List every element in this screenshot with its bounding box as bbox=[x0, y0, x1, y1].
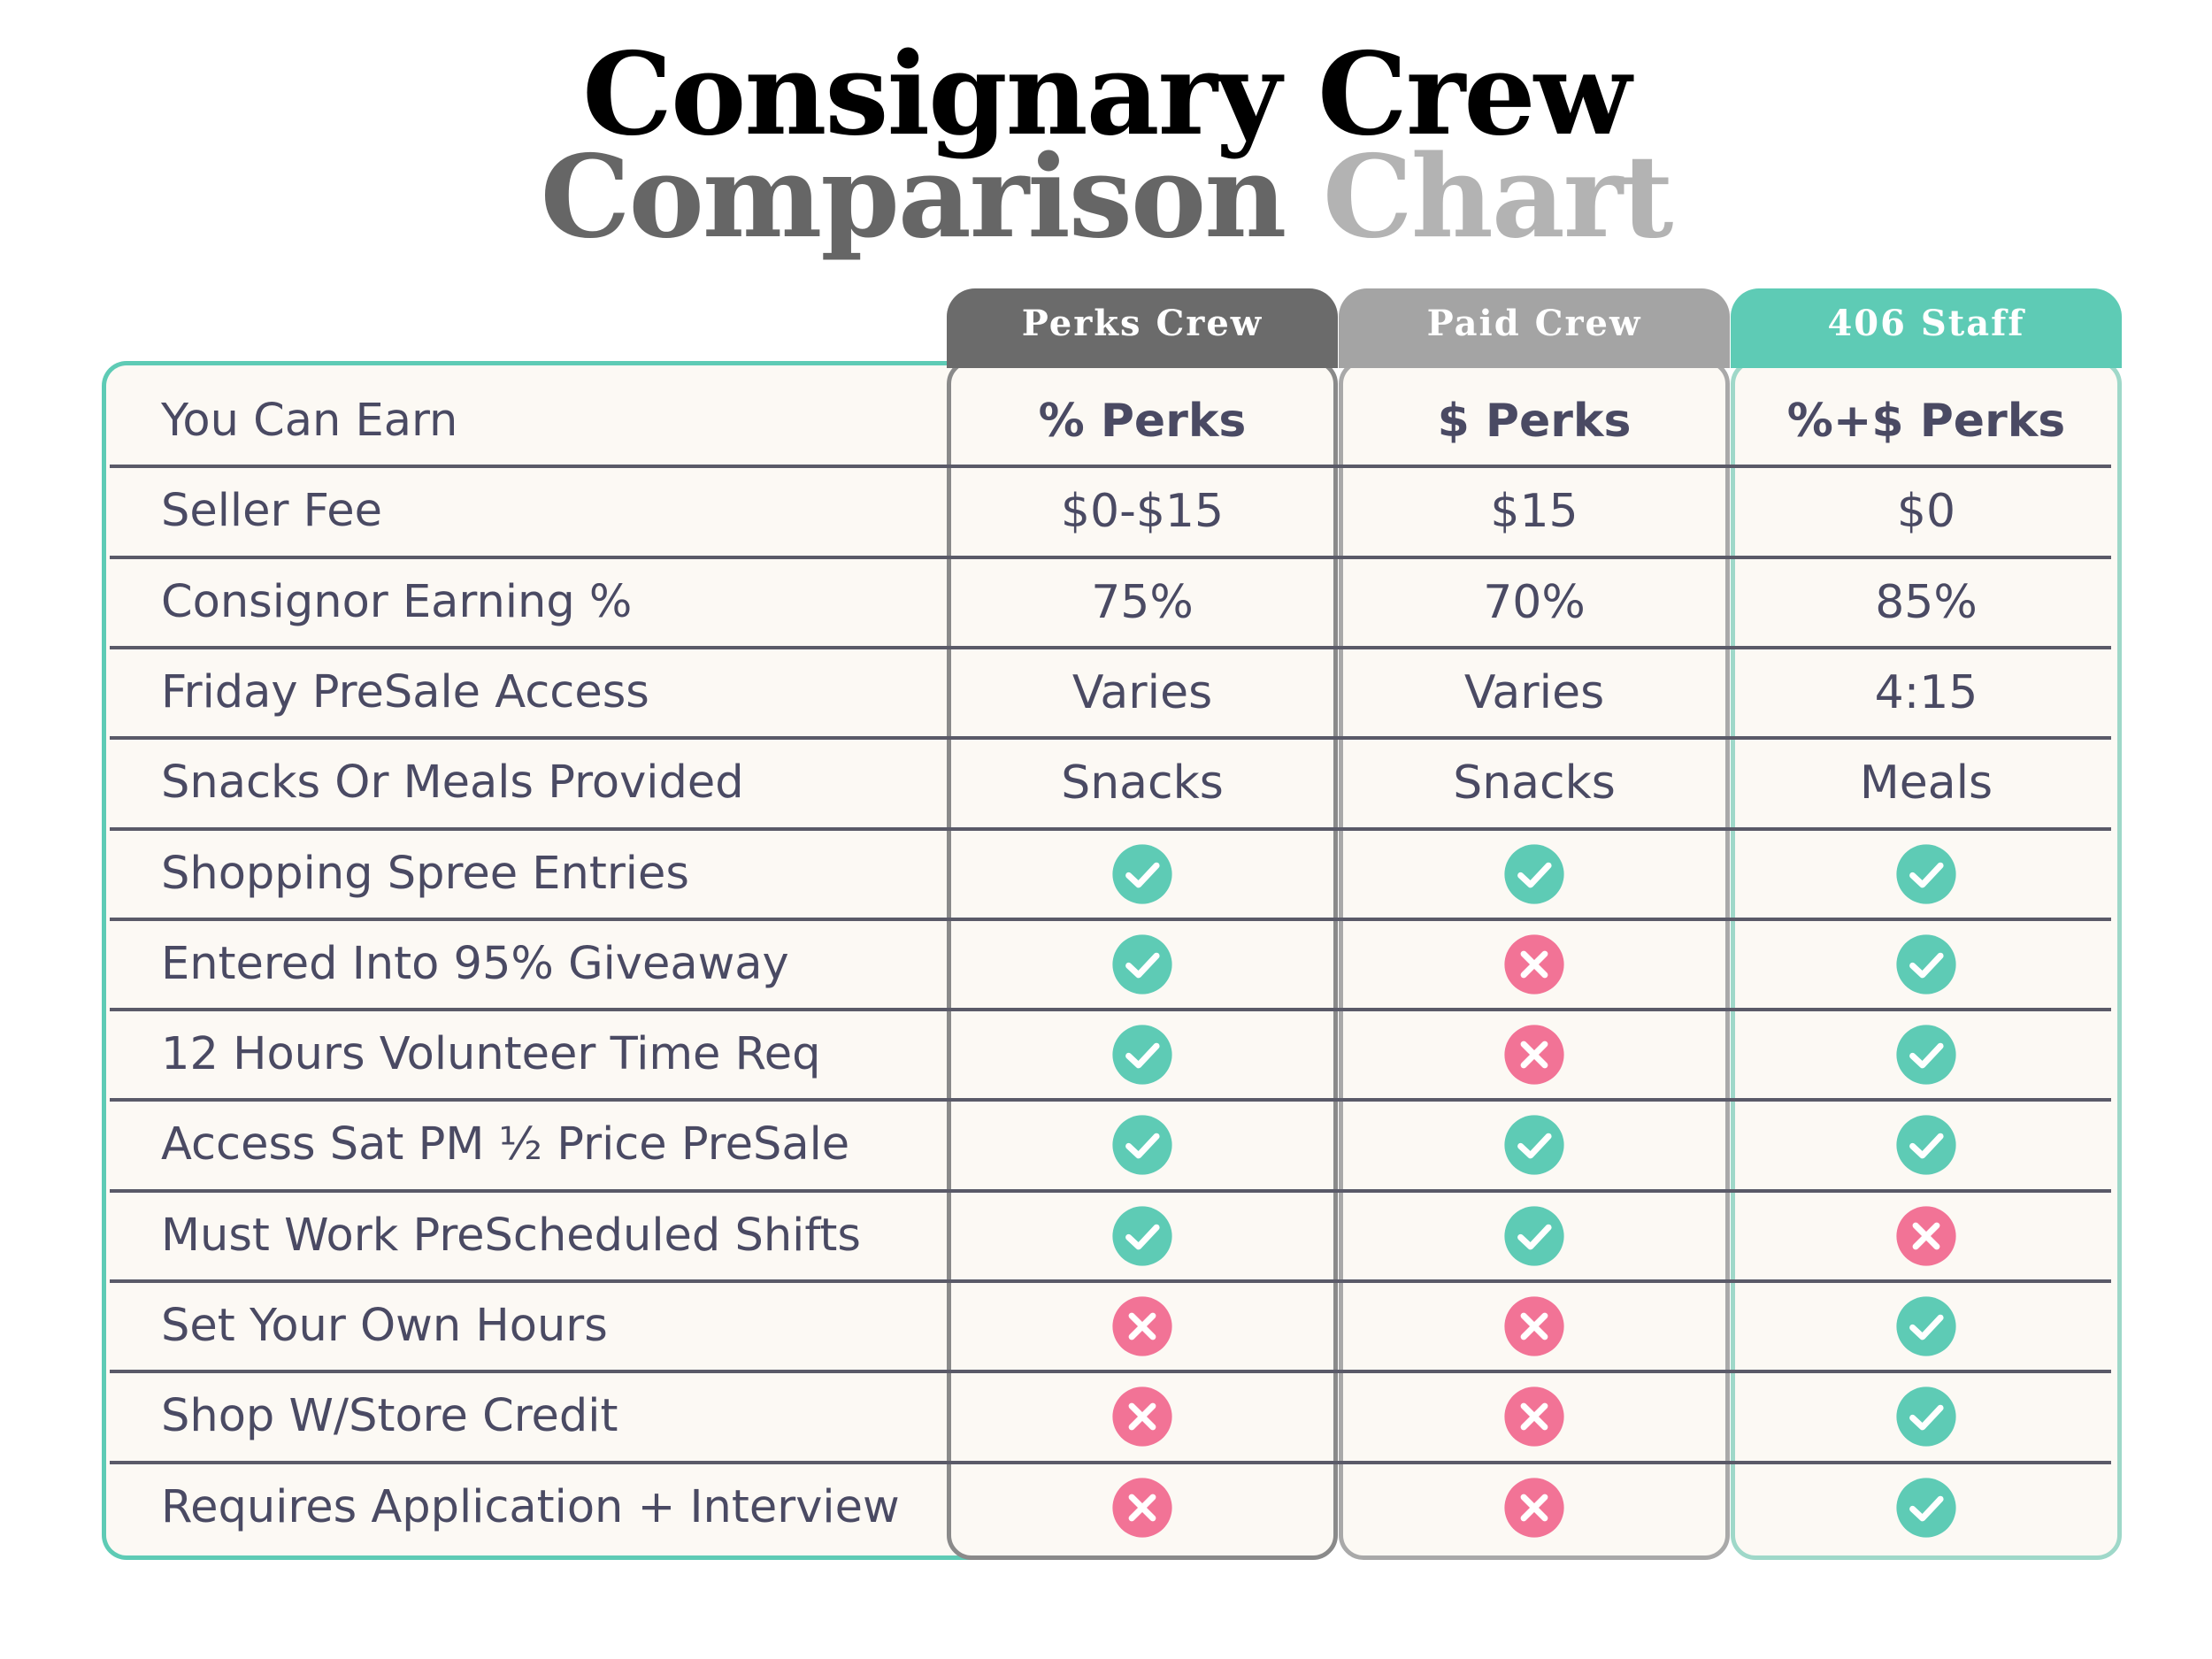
chart-subtitle: Comparison Chart bbox=[0, 131, 2212, 264]
cell-paid-crew bbox=[1339, 1010, 1730, 1100]
cell-406-staff: %+$ Perks bbox=[1786, 395, 2066, 448]
row-label: Access Sat PM ½ Price PreSale bbox=[161, 1118, 850, 1171]
row-label: Seller Fee bbox=[161, 485, 382, 538]
row-divider bbox=[110, 1460, 2111, 1464]
x-icon bbox=[1504, 1025, 1564, 1085]
cell-paid-crew: $15 bbox=[1490, 485, 1578, 539]
row-divider bbox=[110, 555, 2111, 559]
check-icon bbox=[1504, 1206, 1564, 1266]
row-divider bbox=[110, 736, 2111, 741]
check-icon bbox=[1896, 1477, 1956, 1538]
row-label: Requires Application + Interview bbox=[161, 1480, 900, 1533]
x-icon bbox=[1504, 1477, 1564, 1538]
row-label: Consignor Earning % bbox=[161, 575, 633, 628]
row-divider bbox=[110, 1279, 2111, 1283]
check-icon bbox=[1112, 934, 1172, 995]
cell-406-staff: 4:15 bbox=[1874, 665, 1978, 719]
row-label: Snacks Or Meals Provided bbox=[161, 757, 744, 810]
check-icon bbox=[1896, 934, 1956, 995]
row-label: Entered Into 95% Giveaway bbox=[161, 937, 789, 990]
check-icon bbox=[1112, 1206, 1172, 1266]
check-icon bbox=[1112, 1115, 1172, 1175]
cell-paid-crew: $ Perks bbox=[1437, 395, 1632, 448]
cell-perks-crew bbox=[947, 1191, 1338, 1281]
cell-406-staff: $0 bbox=[1896, 485, 1956, 539]
row-divider bbox=[110, 1370, 2111, 1374]
cell-perks-crew bbox=[947, 1281, 1338, 1371]
cell-paid-crew: 70% bbox=[1483, 575, 1586, 629]
row-label: Friday PreSale Access bbox=[161, 665, 649, 718]
column-header-406-staff: 406 Staff bbox=[1731, 288, 2122, 368]
cell-406-staff bbox=[1731, 1281, 2122, 1371]
cell-perks-crew bbox=[947, 1100, 1338, 1190]
cell-406-staff bbox=[1731, 1010, 2122, 1100]
cell-paid-crew bbox=[1339, 1371, 1730, 1462]
row-divider bbox=[110, 1008, 2111, 1012]
row-label: 12 Hours Volunteer Time Req bbox=[161, 1028, 821, 1081]
check-icon bbox=[1112, 843, 1172, 904]
check-icon bbox=[1896, 1296, 1956, 1356]
x-icon bbox=[1112, 1386, 1172, 1447]
cell-paid-crew bbox=[1339, 1463, 1730, 1553]
check-icon bbox=[1504, 1115, 1564, 1175]
x-icon bbox=[1504, 934, 1564, 995]
cell-406-staff bbox=[1731, 1191, 2122, 1281]
cell-perks-crew bbox=[947, 919, 1338, 1010]
check-icon bbox=[1896, 1025, 1956, 1085]
cell-perks-crew bbox=[947, 1371, 1338, 1462]
cell-paid-crew bbox=[1339, 1100, 1730, 1190]
row-divider bbox=[110, 1098, 2111, 1102]
cell-406-staff bbox=[1731, 919, 2122, 1010]
cell-406-staff bbox=[1731, 1100, 2122, 1190]
x-icon bbox=[1112, 1296, 1172, 1356]
check-icon bbox=[1896, 1115, 1956, 1175]
check-icon bbox=[1112, 1025, 1172, 1085]
cell-perks-crew bbox=[947, 1463, 1338, 1553]
cell-paid-crew bbox=[1339, 1281, 1730, 1371]
row-divider bbox=[110, 1188, 2111, 1193]
cell-perks-crew bbox=[947, 1010, 1338, 1100]
row-divider bbox=[110, 465, 2111, 469]
cell-perks-crew: % Perks bbox=[1038, 395, 1247, 448]
subtitle-word-comparison: Comparison bbox=[540, 131, 1287, 264]
x-icon bbox=[1896, 1206, 1956, 1266]
cell-perks-crew: $0-$15 bbox=[1060, 485, 1225, 539]
row-label: Set Your Own Hours bbox=[161, 1300, 608, 1352]
row-label: Shop W/Store Credit bbox=[161, 1390, 618, 1443]
row-label: Shopping Spree Entries bbox=[161, 847, 689, 900]
check-icon bbox=[1896, 843, 1956, 904]
cell-paid-crew: Varies bbox=[1463, 665, 1605, 719]
cell-406-staff bbox=[1731, 1371, 2122, 1462]
row-label: You Can Earn bbox=[161, 395, 458, 447]
x-icon bbox=[1504, 1386, 1564, 1447]
column-header-perks-crew: Perks Crew bbox=[947, 288, 1338, 368]
column-header-paid-crew: Paid Crew bbox=[1339, 288, 1730, 368]
row-labels-panel bbox=[102, 361, 1075, 1560]
cell-perks-crew: 75% bbox=[1091, 575, 1194, 629]
cell-406-staff bbox=[1731, 1463, 2122, 1553]
cell-paid-crew bbox=[1339, 1191, 1730, 1281]
row-label: Must Work PreScheduled Shifts bbox=[161, 1209, 861, 1262]
check-icon bbox=[1504, 843, 1564, 904]
cell-paid-crew: Snacks bbox=[1453, 757, 1616, 810]
cell-406-staff: Meals bbox=[1859, 757, 1993, 810]
x-icon bbox=[1504, 1296, 1564, 1356]
cell-406-staff bbox=[1731, 829, 2122, 919]
x-icon bbox=[1112, 1477, 1172, 1538]
chart-title: Consignary Crew bbox=[582, 28, 1632, 161]
row-divider bbox=[110, 917, 2111, 921]
cell-perks-crew: Varies bbox=[1071, 665, 1213, 719]
cell-406-staff: 85% bbox=[1875, 575, 1978, 629]
subtitle-word-chart: Chart bbox=[1322, 131, 1673, 264]
cell-perks-crew bbox=[947, 829, 1338, 919]
cell-paid-crew bbox=[1339, 919, 1730, 1010]
cell-perks-crew: Snacks bbox=[1061, 757, 1224, 810]
row-divider bbox=[110, 645, 2111, 649]
check-icon bbox=[1896, 1386, 1956, 1447]
cell-paid-crew bbox=[1339, 829, 1730, 919]
row-divider bbox=[110, 826, 2111, 831]
